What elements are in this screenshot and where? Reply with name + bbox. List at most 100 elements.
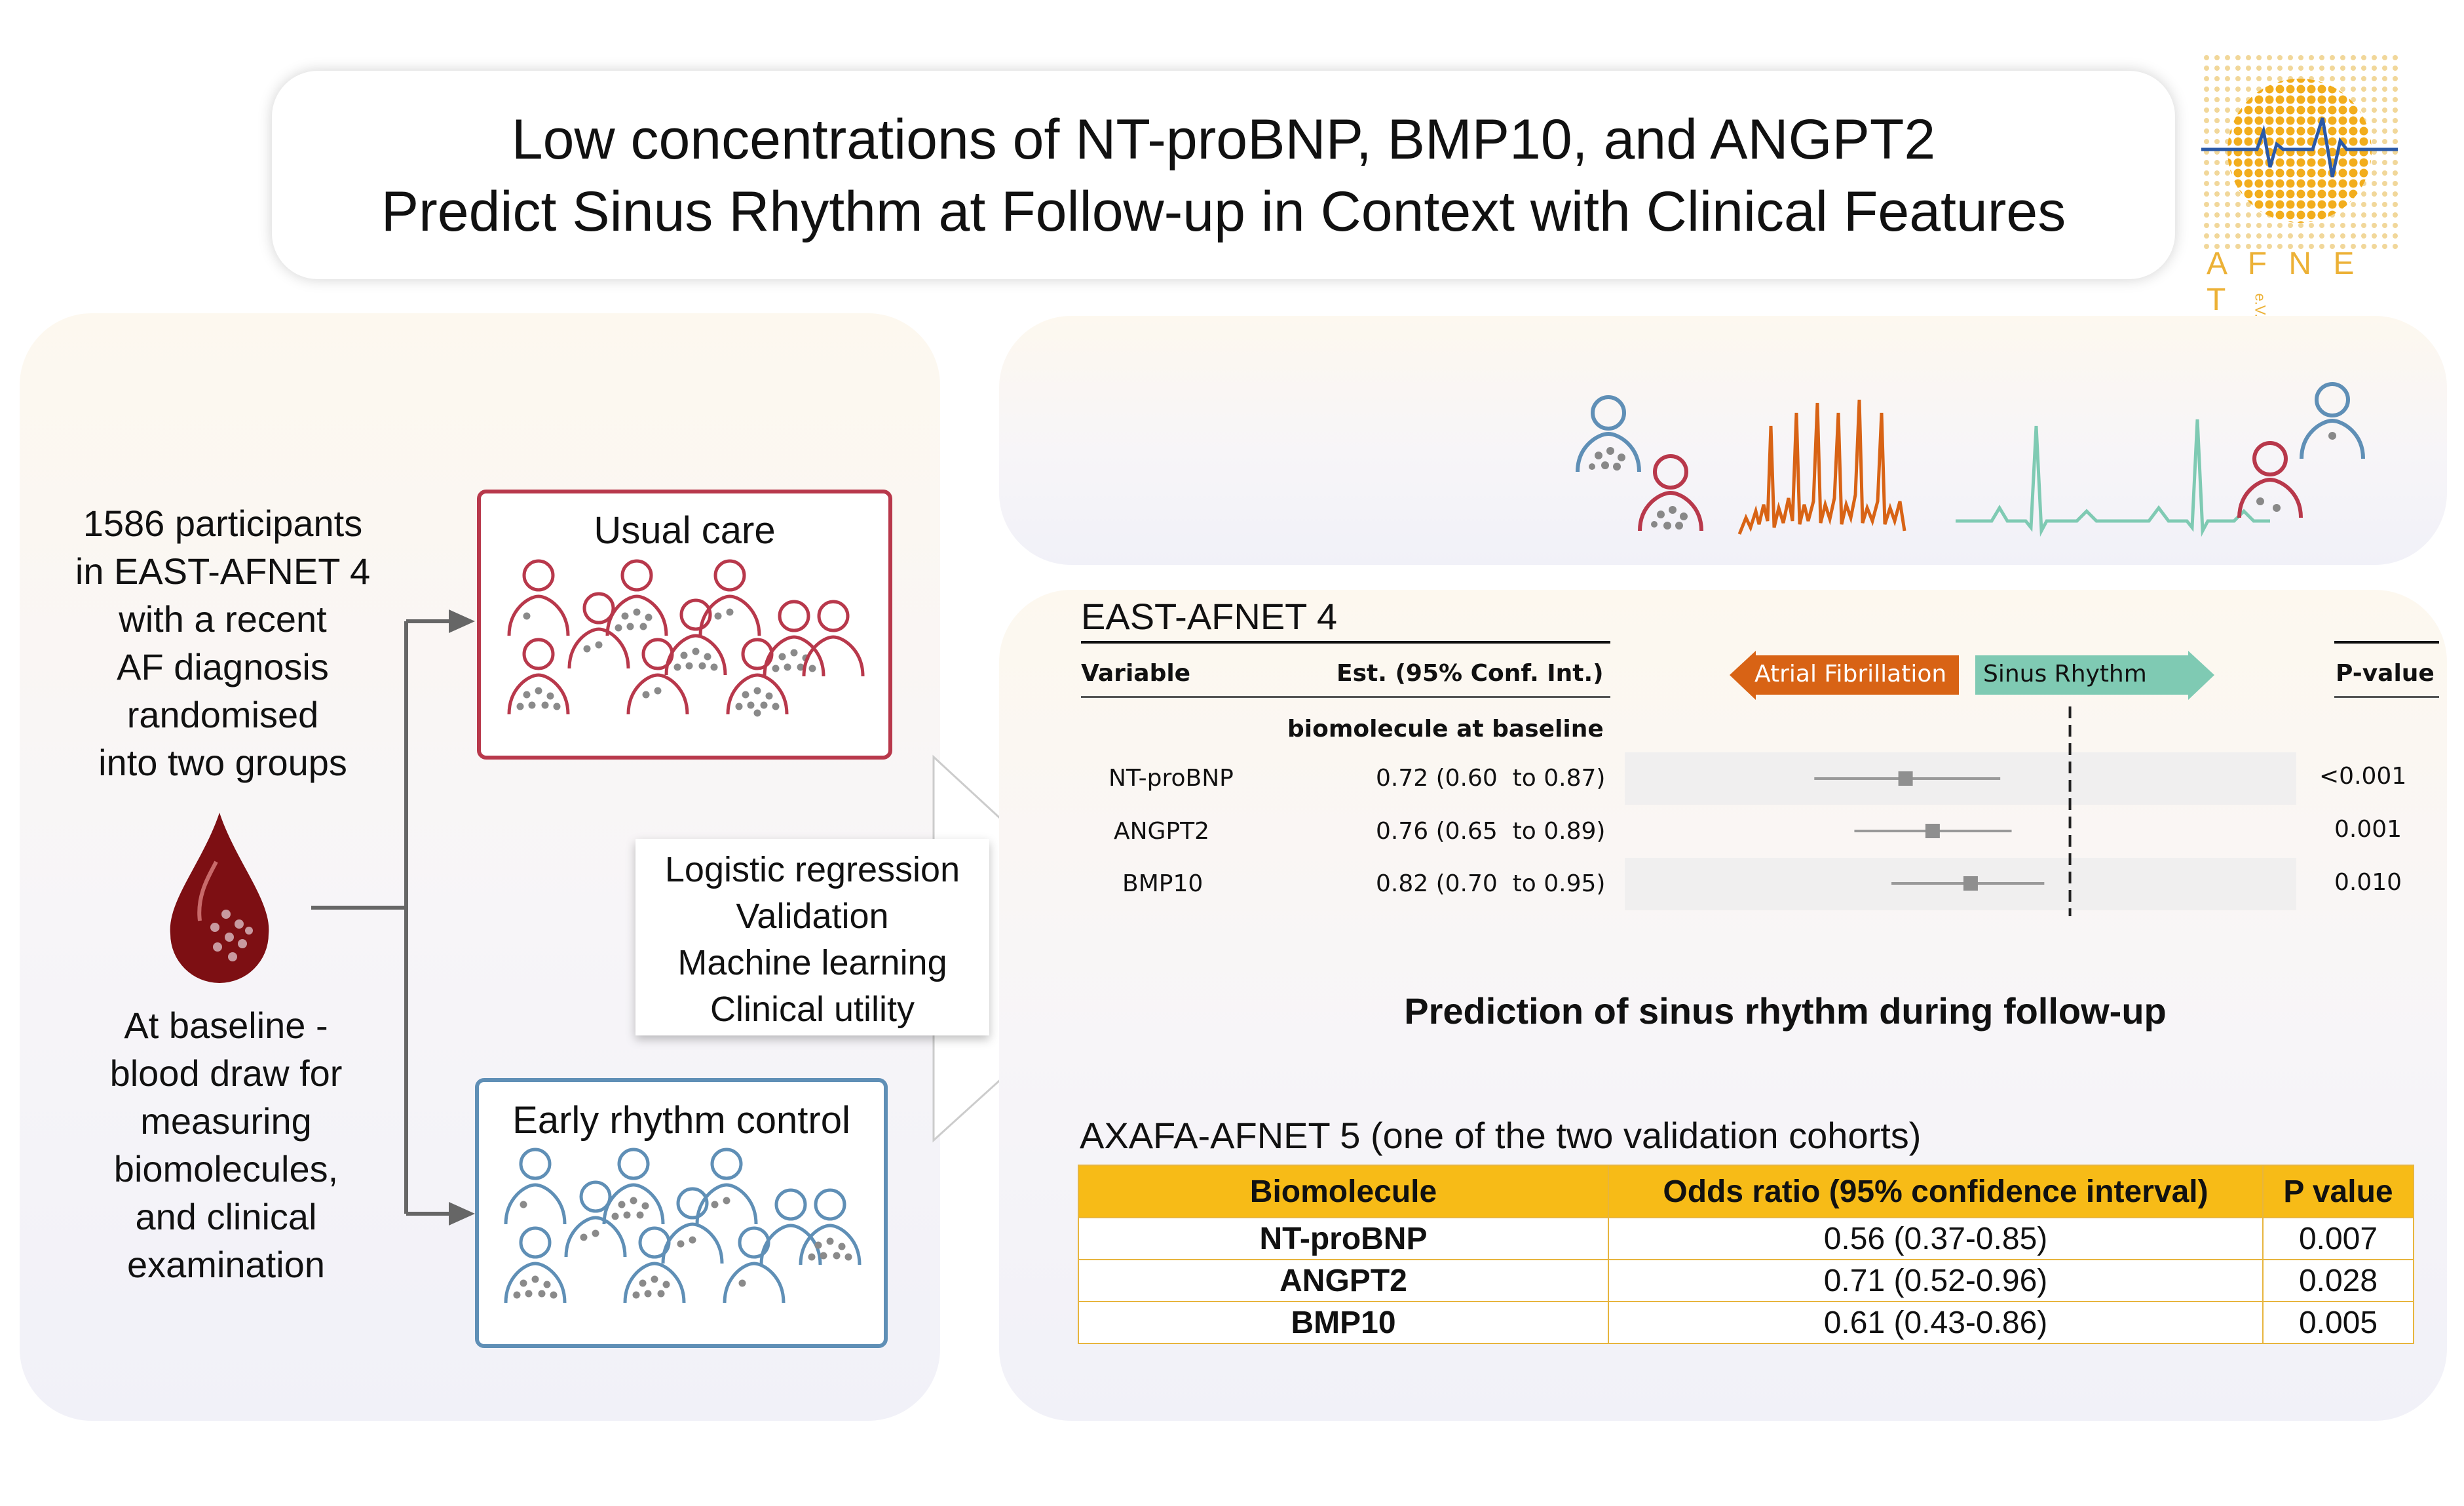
- validation-row: BMP10 0.61 (0.43-0.86) 0.005: [1078, 1301, 2414, 1344]
- forest-row-est: 0.72 (0.60 to 0.87): [1376, 765, 1606, 792]
- validation-row: ANGPT2 0.71 (0.52-0.96) 0.028: [1078, 1259, 2414, 1302]
- participants-line: into two groups: [98, 742, 347, 783]
- participants-line: in EAST-AFNET 4: [75, 550, 371, 592]
- forest-rule-header: [1081, 696, 1610, 698]
- person-icon: [507, 638, 570, 715]
- person-icon: [564, 1180, 627, 1258]
- arrow-left-icon: [1730, 651, 1959, 700]
- person-icon: [726, 638, 789, 717]
- usual-care-people: [507, 559, 865, 717]
- validation-title: AXAFA-AFNET 5 (one of the two validation…: [1080, 1115, 1922, 1156]
- blood-drop-icon: [170, 813, 269, 983]
- forest-plot: [1814, 706, 2072, 916]
- forest-row-p: 0.001: [2334, 816, 2402, 843]
- afnet-logo: A F N E T e.V.: [2201, 52, 2398, 318]
- person-icon: [695, 1148, 758, 1225]
- validation-header: Biomolecule: [1078, 1165, 1609, 1218]
- logo-suffix: e.V.: [2252, 293, 2269, 318]
- early-rhythm-label: Early rhythm control: [512, 1099, 850, 1142]
- early-rhythm-people: [504, 1148, 862, 1303]
- usual-care-box: Usual care: [477, 490, 892, 760]
- forest-subheader: biomolecule at baseline: [1287, 716, 1604, 743]
- forest-row-est: 0.82 (0.70 to 0.95): [1376, 870, 1606, 897]
- title-box: Low concentrations of NT-proBNP, BMP10, …: [272, 71, 2175, 279]
- person-icon: [661, 1187, 724, 1264]
- person-icon: [723, 1226, 786, 1303]
- col-p-header: P-value: [2336, 660, 2435, 687]
- estimate-marker: [1898, 771, 1913, 786]
- baseline-line: measuring: [140, 1100, 312, 1142]
- forest-row-variable: ANGPT2: [1114, 818, 1210, 845]
- baseline-line: examination: [127, 1244, 325, 1285]
- person-icon: [623, 1226, 686, 1303]
- person-icon: [664, 598, 727, 676]
- person-icon: [626, 638, 689, 715]
- estimate-marker: [1963, 876, 1978, 891]
- validation-table: Biomolecule Odds ratio (95% confidence i…: [1078, 1165, 2414, 1344]
- forest-row-est: 0.76 (0.65 to 0.89): [1376, 818, 1606, 845]
- validation-header-row: Biomolecule Odds ratio (95% confidence i…: [1078, 1165, 2414, 1218]
- forest-row-p: <0.001: [2319, 763, 2407, 790]
- col-est-header: Est. (95% Conf. Int.): [1336, 660, 1604, 687]
- forest-title: EAST-AFNET 4: [1081, 596, 1338, 637]
- validation-header: Odds ratio (95% confidence interval): [1608, 1165, 2264, 1218]
- validation-cell: 0.61 (0.43-0.86): [1608, 1301, 2264, 1344]
- method-item: Clinical utility: [710, 990, 915, 1029]
- validation-cell: 0.028: [2262, 1259, 2414, 1302]
- validation-cell: 0.71 (0.52-0.96): [1608, 1259, 2264, 1302]
- logo-text: A F N E T e.V.: [2207, 246, 2398, 318]
- early-rhythm-box: Early rhythm control: [475, 1078, 888, 1348]
- person-icon: [602, 1148, 665, 1225]
- forest-rule-top: [1081, 641, 1610, 644]
- validation-cell: 0.005: [2262, 1301, 2414, 1344]
- direction-arrows: [1730, 651, 2214, 700]
- ecg-illustration: [1576, 382, 2365, 537]
- baseline-line: biomolecules,: [113, 1148, 339, 1189]
- arrow-right-label: Sinus Rhythm: [1983, 661, 2147, 687]
- baseline-text: At baseline - blood draw for measuring b…: [39, 1001, 413, 1288]
- validation-cell: 0.56 (0.37-0.85): [1608, 1217, 2264, 1260]
- participants-line: AF diagnosis: [117, 646, 329, 687]
- forest-row-variable: NT-proBNP: [1109, 765, 1234, 792]
- prediction-heading: Prediction of sinus rhythm during follow…: [1404, 990, 2167, 1032]
- logo-globe-icon: [2201, 52, 2398, 249]
- method-item: Logistic regression: [664, 850, 960, 889]
- method-item: Validation: [736, 897, 889, 936]
- validation-row: NT-proBNP 0.56 (0.37-0.85) 0.007: [1078, 1217, 2414, 1260]
- forest-row-variable: BMP10: [1122, 870, 1204, 897]
- arrow-left-label: Atrial Fibrillation: [1754, 661, 1947, 687]
- person-icon: [698, 559, 761, 636]
- validation-cell: NT-proBNP: [1078, 1217, 1609, 1260]
- participants-line: 1586 participants: [83, 503, 363, 544]
- person-icon: [507, 559, 570, 636]
- logo-name: A F N E T: [2207, 246, 2361, 317]
- estimate-marker: [1925, 824, 1940, 838]
- p-rule-header: [2334, 696, 2439, 698]
- person-icon: [504, 1226, 567, 1303]
- participants-line: randomised: [126, 694, 319, 735]
- person-icon: [605, 559, 668, 636]
- baseline-line: At baseline -: [124, 1005, 328, 1046]
- forest-row-p: 0.010: [2334, 869, 2402, 896]
- p-rule-top: [2334, 641, 2439, 644]
- validation-cell: ANGPT2: [1078, 1259, 1609, 1302]
- method-item: Machine learning: [677, 943, 947, 982]
- methods-box: Logistic regression Validation Machine l…: [635, 839, 989, 1035]
- participants-text: 1586 participants in EAST-AFNET 4 with a…: [39, 499, 406, 786]
- baseline-line: and clinical: [135, 1196, 317, 1237]
- branch-arrows: [311, 609, 475, 1226]
- title-line-2: Predict Sinus Rhythm at Follow-up in Con…: [381, 180, 2066, 243]
- col-variable-header: Variable: [1081, 660, 1191, 687]
- usual-care-label: Usual care: [594, 509, 776, 552]
- person-icon: [763, 600, 825, 677]
- participants-line: with a recent: [119, 598, 327, 640]
- validation-header: P value: [2262, 1165, 2414, 1218]
- validation-cell: BMP10: [1078, 1301, 1609, 1344]
- person-icon: [567, 592, 630, 669]
- baseline-line: blood draw for: [109, 1052, 343, 1094]
- person-icon: [504, 1148, 567, 1225]
- title-line-1: Low concentrations of NT-proBNP, BMP10, …: [511, 108, 1936, 171]
- arrow-right-icon: [1975, 651, 2214, 700]
- person-icon: [802, 600, 865, 677]
- validation-cell: 0.007: [2262, 1217, 2414, 1260]
